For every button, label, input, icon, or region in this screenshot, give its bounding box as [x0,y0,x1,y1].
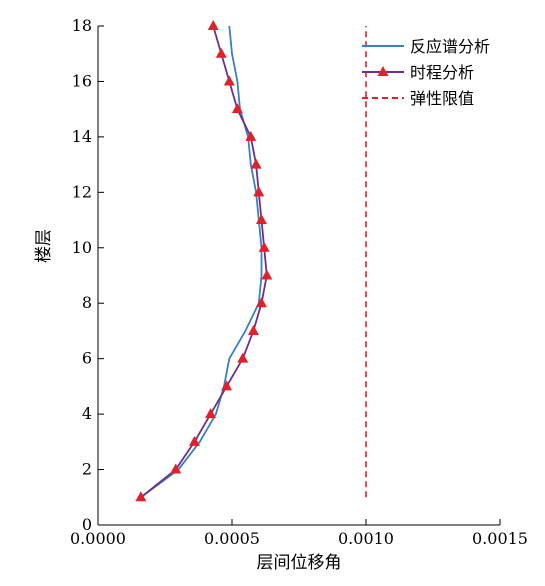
y-tick-label: 0 [82,515,92,534]
data-point-marker [245,130,257,141]
legend: 反应谱分析 时程分析 弹性限值 [362,37,490,108]
data-point-marker [231,103,243,114]
y-tick-label: 4 [82,404,92,423]
x-tick-label: 0.0000 [70,529,126,548]
data-point-marker [207,20,219,30]
y-tick-label: 6 [82,349,92,368]
series-line-0 [140,25,263,499]
data-point-marker [253,186,265,197]
data-point-marker [135,491,147,502]
legend-marker-triangle [377,66,389,76]
axes [97,26,500,526]
data-point-marker [250,158,262,169]
data-point-marker [221,380,233,391]
data-point-marker [215,47,227,58]
y-tick-label: 12 [72,182,92,201]
y-tick-label: 16 [72,71,92,90]
y-tick-label: 10 [72,238,92,257]
x-axis-title: 层间位移角 [257,553,342,573]
legend-item-elastic-limit: 弹性限值 [362,89,474,108]
data-point-marker [170,463,182,474]
x-tick-label: 0.0005 [204,529,260,548]
legend-label-elastic-limit: 弹性限值 [410,89,474,108]
data-point-marker [205,408,217,419]
data-point-marker [223,75,235,86]
data-point-marker [261,269,273,280]
x-tick-label: 0.0010 [338,529,394,548]
legend-item-response-spectrum: 反应谱分析 [362,37,490,56]
data-point-marker [255,214,267,225]
data-point-marker [247,324,259,335]
legend-item-time-history: 时程分析 [362,63,474,82]
y-tick-label: 14 [72,127,92,146]
series-line-1 [140,25,268,499]
plot-area [135,20,367,502]
data-point-marker [237,352,249,363]
y-tick-label: 2 [82,460,92,479]
data-point-marker [258,241,270,252]
y-axis-title: 楼层 [34,229,54,263]
data-point-marker [255,297,267,308]
ticks: 0.0000 0.0005 0.0010 0.0015 0 2 4 6 8 10 12 14 16 18 [70,16,528,548]
y-tick-label: 8 [82,293,92,312]
legend-label-response-spectrum: 反应谱分析 [410,37,490,56]
legend-label-time-history: 时程分析 [410,63,474,82]
x-tick-label: 0.0015 [472,529,528,548]
y-tick-label: 18 [72,16,92,35]
data-point-marker [188,435,200,446]
